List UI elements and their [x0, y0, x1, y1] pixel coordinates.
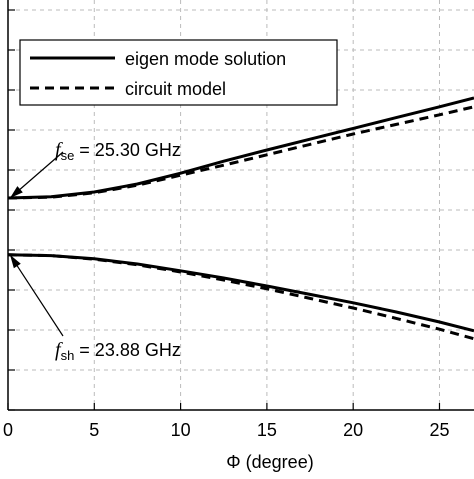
- annotation-text: = 23.88 GHz: [79, 340, 181, 360]
- annotation-symbol: f: [55, 139, 63, 161]
- legend: eigen mode solution circuit model: [19, 39, 338, 106]
- annotation-arrow: [9, 254, 64, 337]
- annotation-symbol: f: [55, 339, 63, 361]
- x-tick-label: 5: [89, 420, 99, 440]
- annotation-subscript: sh: [61, 348, 75, 363]
- line-series: [7, 253, 474, 341]
- legend-label: circuit model: [125, 79, 226, 99]
- arrow-head: [10, 186, 23, 198]
- annotation: fse = 25.30 GHz: [55, 139, 181, 163]
- x-axis-label: Φ (degree): [226, 452, 313, 472]
- annotation-subscript: se: [61, 148, 75, 163]
- x-tick-label: 20: [343, 420, 363, 440]
- annotation-text: = 25.30 GHz: [79, 140, 181, 160]
- x-tick-label: 25: [429, 420, 449, 440]
- arrow-head: [10, 254, 21, 269]
- x-tick-label: 10: [171, 420, 191, 440]
- annotation: fsh = 23.88 GHz: [55, 339, 181, 363]
- line-series: [7, 96, 474, 200]
- legend-box: [19, 39, 338, 106]
- line-series: [7, 253, 474, 333]
- legend-label: eigen mode solution: [125, 49, 286, 69]
- line-series: [7, 105, 474, 200]
- x-tick-label: 0: [3, 420, 13, 440]
- x-tick-label: 15: [257, 420, 277, 440]
